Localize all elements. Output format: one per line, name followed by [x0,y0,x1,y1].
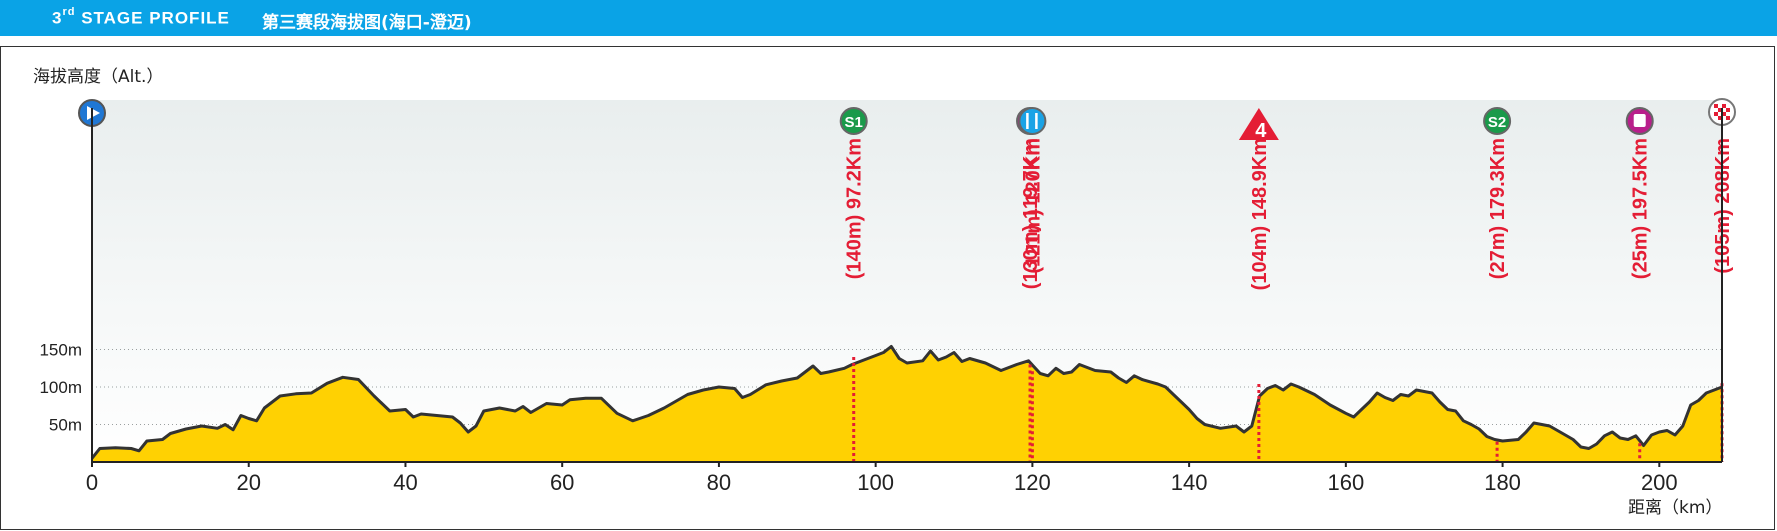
marker-label: (27m) 179.3Km [1487,138,1509,279]
x-tick-label: 40 [393,470,417,495]
marker-sprint-2-icon: (27m) 179.3Km S2 [1483,107,1512,462]
checker-square [1714,104,1718,108]
marker-label: (25m) 197.5Km [1630,138,1652,279]
sprint-2-icon [1483,107,1512,135]
sprint-badge-label: S1 [845,114,863,131]
marker-label: (121m) 120Km [1022,138,1044,274]
tick-labels: 50m 100m 150m 0 20 40 60 80 100 120 140 160 180 200 [39,341,1677,496]
checker-square [1714,112,1718,116]
checker-square [1722,104,1726,108]
header-banner: 3rd STAGE PROFILE 第三赛段海拔图(海口-澄迈) [0,0,1777,36]
elevation-area [90,345,1723,462]
x-tick-label: 140 [1171,470,1208,495]
y-tick-label: 150m [39,341,82,360]
restaurant-icon [1018,107,1047,135]
y-axis-title: 海拔高度（Alt.） [33,67,163,87]
feed-bag-glyph [1633,114,1646,127]
marker-sprint-1-icon: (140m) 97.2Km S1 [839,107,868,462]
x-tick-label: 120 [1014,470,1051,495]
x-tick-label: 80 [707,470,731,495]
kom-category-label: 4 [1255,120,1267,142]
checker-square [1726,108,1730,112]
chart-frame [0,46,1775,530]
x-tick-label: 0 [86,470,98,495]
marker-label: (140m) 97.2Km [844,138,866,279]
checker-square [1722,112,1726,116]
elevation-outline [90,345,1723,460]
checker-square [1718,108,1722,112]
marker-label: (130m) 119.7Km [1020,138,1042,289]
x-tick-label: 160 [1327,470,1364,495]
marker-label: (104m) 148.9Km [1249,138,1271,290]
sprint-1-icon [839,107,868,135]
x-tick-label: 60 [550,470,574,495]
start-icon-arrow [87,106,100,120]
marker-restaurant-icon: (121m) 120Km [1018,107,1047,462]
x-tick-label: 100 [857,470,894,495]
stage-title-cn: 第三赛段海拔图(海口-澄迈) [262,13,472,33]
fork-knife-glyph [1026,113,1038,129]
x-tick-label: 200 [1641,470,1678,495]
x-axis-title: 距离（km） [1628,498,1722,518]
kom-4-icon [1238,108,1279,140]
checker-square [1726,116,1730,120]
x-tick-label: 20 [236,470,260,495]
markers: (140m) 97.2Km S1 (130m) 119.7Km(121m) 120K… [78,98,1736,462]
elevation-fill [92,346,1722,462]
y-tick-label: 100m [39,378,82,397]
stage-title: 3rd STAGE PROFILE [52,6,230,28]
y-tick-label: 50m [49,416,82,435]
x-tick-label: 180 [1484,470,1521,495]
checker-square [1718,116,1722,120]
axes [91,108,1723,467]
marker-feed-zone-icon: (25m) 197.5Km [1625,107,1654,462]
sprint-badge-label: S2 [1488,114,1506,131]
